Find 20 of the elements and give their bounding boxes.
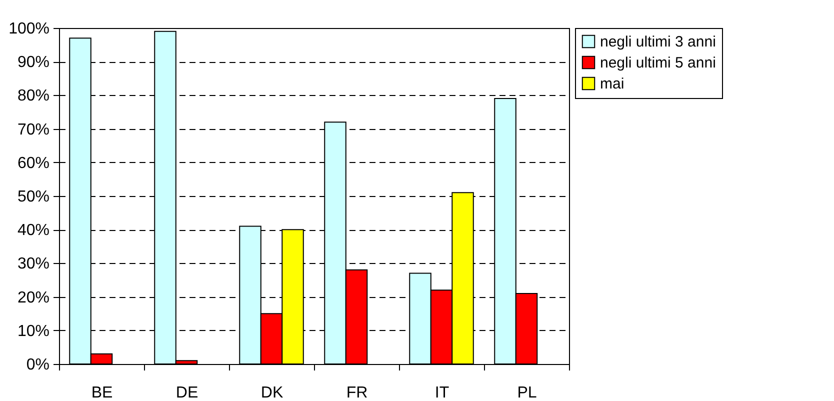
y-tick-label: 100% xyxy=(8,20,50,38)
x-tick-label: FR xyxy=(346,384,368,401)
y-tick-label: 90% xyxy=(17,54,50,72)
legend-label: negli ultimi 5 anni xyxy=(600,54,716,72)
x-tick-label: PL xyxy=(517,384,537,401)
x-tick-label: IT xyxy=(434,384,450,401)
y-tick-label: 60% xyxy=(17,154,50,172)
x-tick-label: DE xyxy=(176,384,198,401)
y-tick-label: 50% xyxy=(17,188,50,206)
x-tick-label: DK xyxy=(260,384,284,401)
y-tick-label: 30% xyxy=(17,256,50,273)
y-tick-label: 80% xyxy=(17,88,50,105)
y-tick-label: 40% xyxy=(17,222,50,240)
y-tick-label: 0% xyxy=(26,356,50,374)
y-tick-label: 10% xyxy=(17,322,50,340)
y-tick-label: 20% xyxy=(17,289,50,306)
x-tick-label: BE xyxy=(91,384,113,401)
y-tick-label: 70% xyxy=(17,121,50,138)
legend-label: negli ultimi 3 anni xyxy=(600,34,716,50)
legend-label: mai xyxy=(600,76,624,92)
